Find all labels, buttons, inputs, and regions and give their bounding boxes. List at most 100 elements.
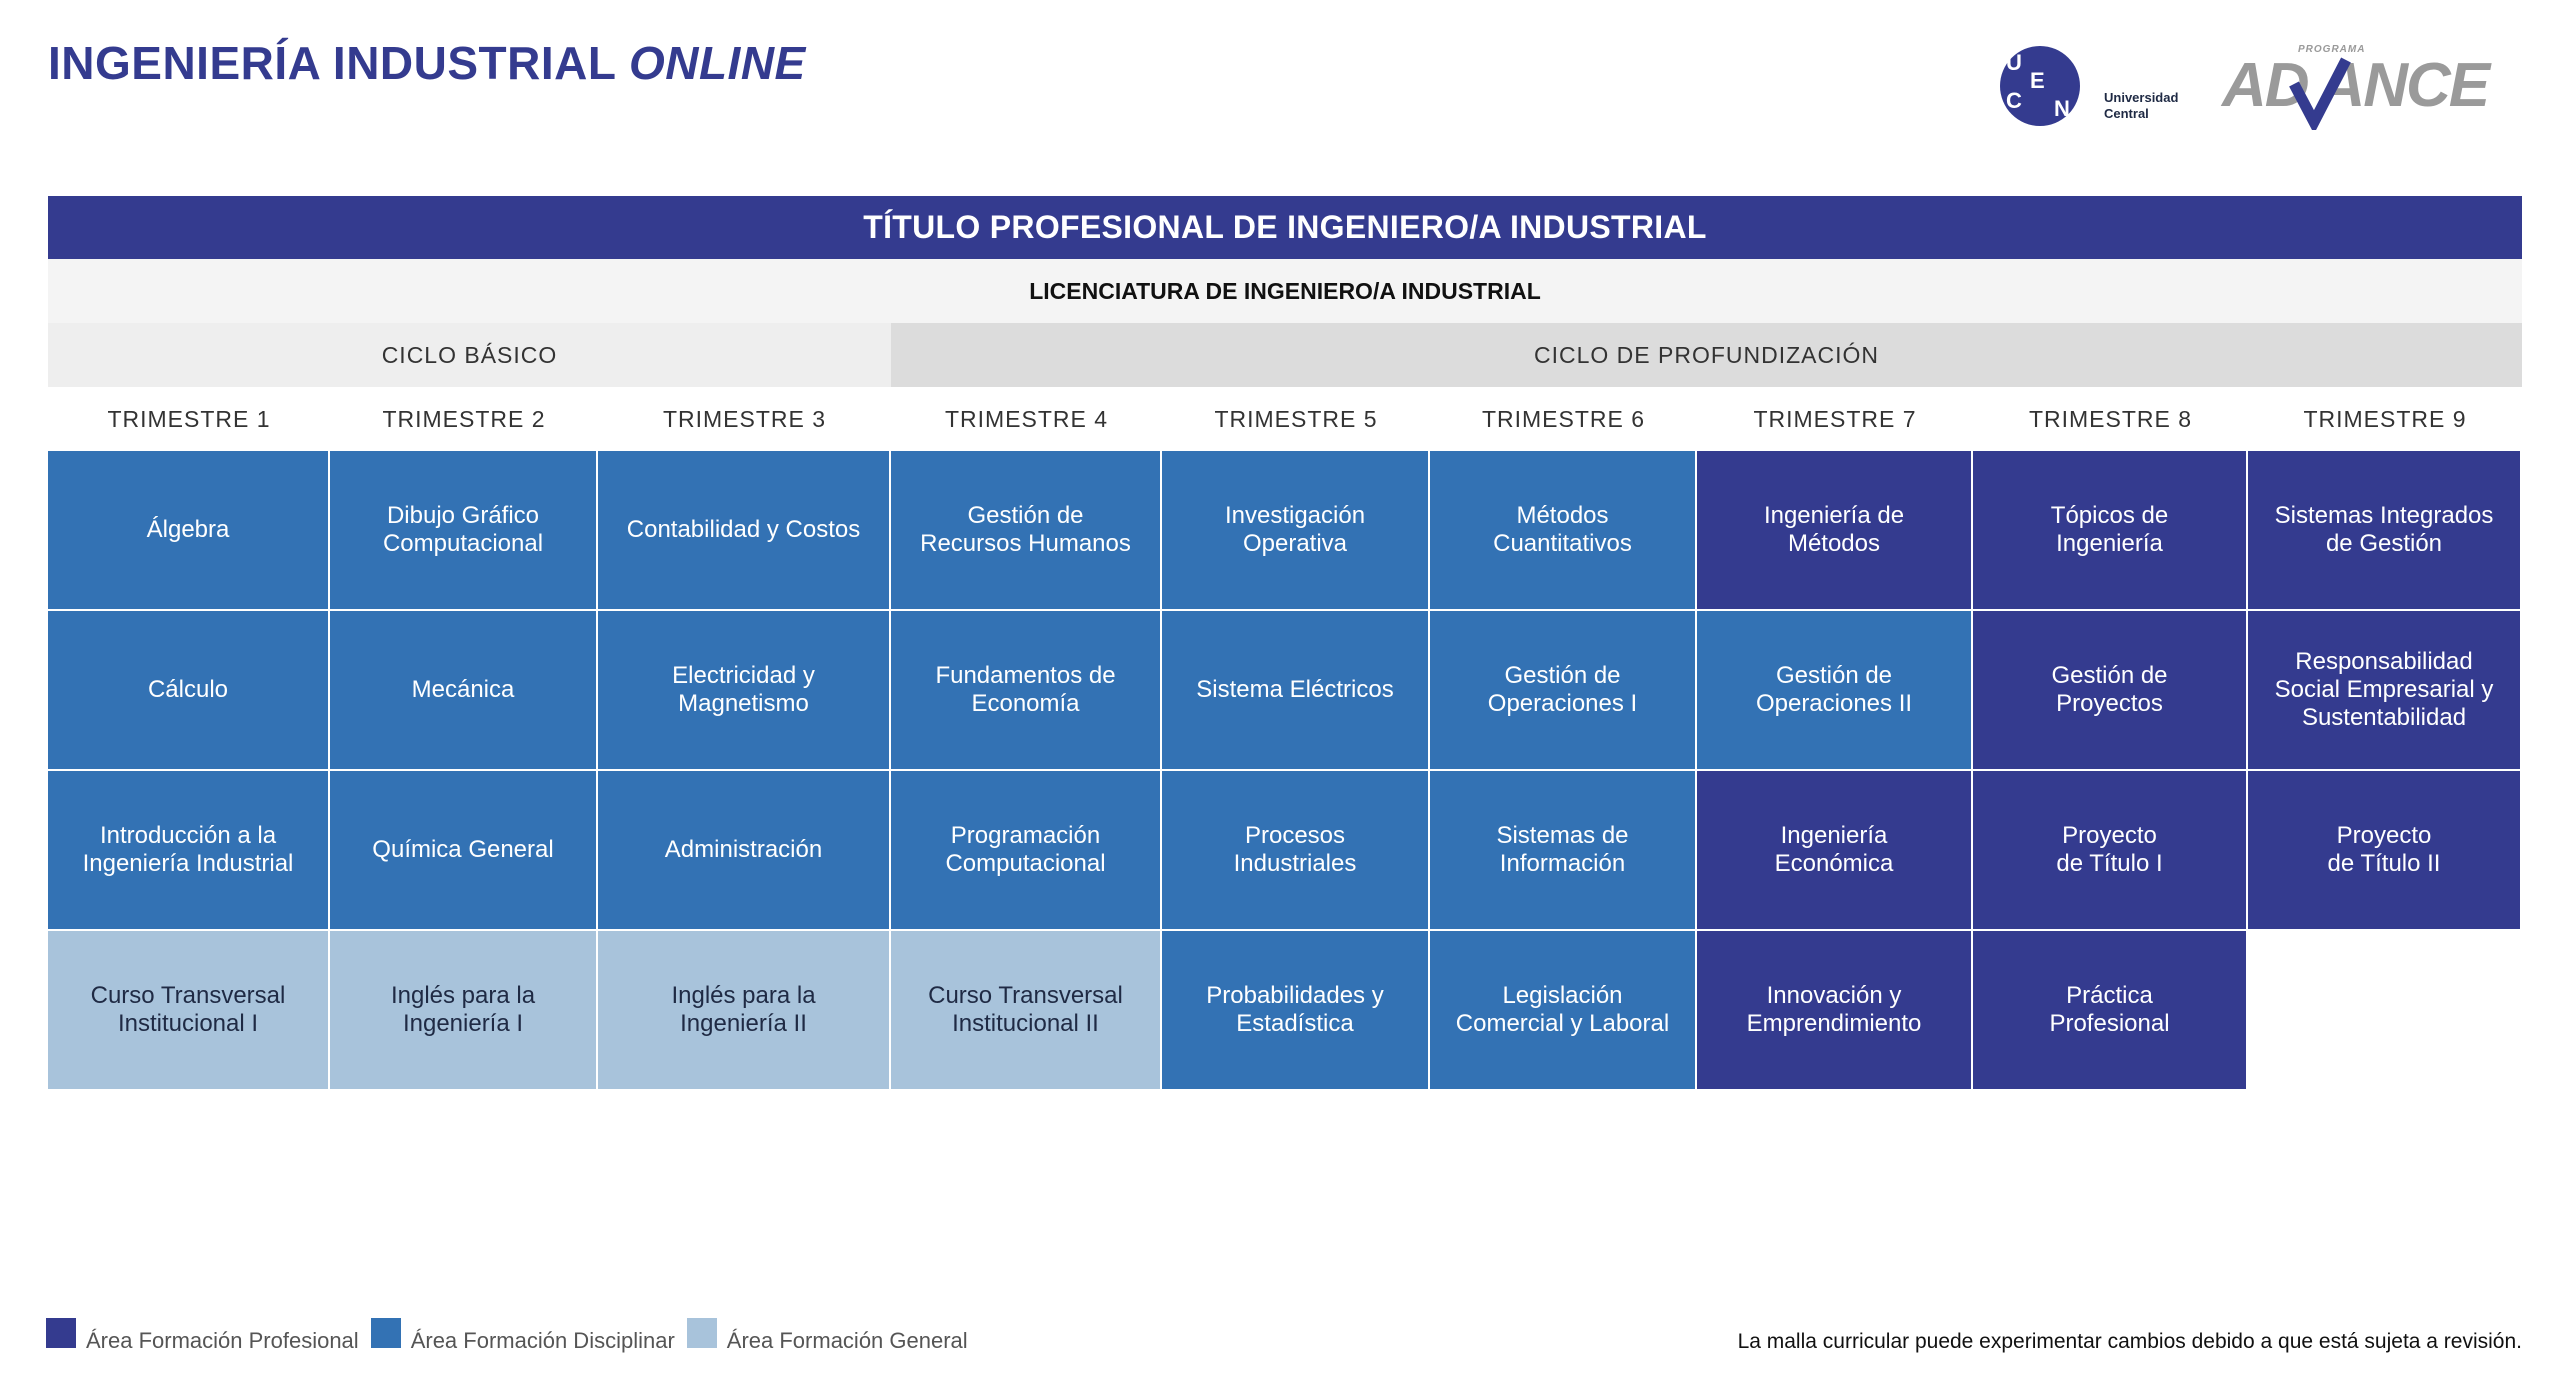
courses-area: Álgebra Cálculo Introducción a la Ingenier… xyxy=(48,451,2522,1091)
legend-swatch xyxy=(686,1318,717,1348)
course-name: Gestión de Operaciones II xyxy=(1755,662,1913,717)
ucen-logo-circle xyxy=(2000,46,2080,126)
course-cell: Álgebra xyxy=(48,451,330,611)
advance-logo: PROGRAMA AD ANCE xyxy=(2222,44,2522,130)
course-name: Innovación y Emprendimiento xyxy=(1746,982,1922,1037)
legend-item: Área Formación Disciplinar xyxy=(370,1318,675,1356)
course-cell: Gestión de Recursos Humanos xyxy=(891,451,1162,611)
course-cell: Inglés para la Ingeniería I xyxy=(330,931,598,1091)
legend-item: Área Formación General xyxy=(686,1318,968,1356)
course-cell: Probabilidades y Estadística xyxy=(1162,931,1430,1091)
course-cell: Ingeniería de Métodos xyxy=(1697,451,1973,611)
course-name: Cálculo xyxy=(147,676,229,703)
legend: Área Formación Profesional Área Formación… xyxy=(46,1318,980,1356)
course-name: Ingeniería de Métodos xyxy=(1763,502,1905,557)
legend-label: Área Formación Disciplinar xyxy=(410,1328,675,1353)
course-cell: Gestión de Operaciones I xyxy=(1430,611,1697,771)
trimester-header-6: TRIMESTRE 6 xyxy=(1481,405,1646,432)
ucen-letter-n: N xyxy=(2054,96,2070,121)
trimester-header-row: TRIMESTRE 1 TRIMESTRE 2 TRIMESTRE 3 TRIMEST… xyxy=(48,387,2522,451)
course-name: Electricidad y Magnetismo xyxy=(672,662,815,717)
course-name: Legislación Comercial y Laboral xyxy=(1455,982,1670,1037)
course-name: Ingeniería Económica xyxy=(1774,822,1894,877)
course-cell: Introducción a la Ingeniería Industrial xyxy=(48,771,330,931)
legend-swatch xyxy=(370,1318,401,1348)
course-name: Curso Transversal Institucional I xyxy=(90,982,286,1037)
course-cell: Gestión de Operaciones II xyxy=(1697,611,1973,771)
course-cell: Tópicos de Ingeniería xyxy=(1973,451,2248,611)
course-name: Química General xyxy=(372,836,554,863)
course-cell: Química General xyxy=(330,771,598,931)
ucen-letter-c: C xyxy=(2006,88,2022,113)
check-icon xyxy=(2289,57,2351,130)
course-name: Proyecto de Título II xyxy=(2327,822,2441,877)
course-cell: Sistemas Integrados de Gestión xyxy=(2248,451,2522,611)
course-cell: Responsabilidad Social Empresarial y Sus… xyxy=(2248,611,2522,771)
course-name: Programación Computacional xyxy=(945,822,1106,877)
ucen-letter-e: E xyxy=(2030,68,2045,93)
course-cell: Práctica Profesional xyxy=(1973,931,2248,1091)
legend-label: Área Formación Profesional xyxy=(86,1328,359,1353)
course-cell: Innovación y Emprendimiento xyxy=(1697,931,1973,1091)
course-cell: Inglés para la Ingeniería II xyxy=(598,931,891,1091)
cycle-deep: CICLO DE PROFUNDIZACIÓN xyxy=(891,323,2522,387)
course-cell: Legislación Comercial y Laboral xyxy=(1430,931,1697,1091)
course-name: Contabilidad y Costos xyxy=(626,516,861,543)
ucen-logo: U C E N Universidad Central xyxy=(2000,44,2190,134)
ucen-name-line1: Universidad xyxy=(2104,90,2179,105)
course-name: Introducción a la Ingeniería Industrial xyxy=(82,822,294,877)
cycles-row: CICLO BÁSICO CICLO DE PROFUNDIZACIÓN xyxy=(48,323,2522,387)
course-cell: Electricidad y Magnetismo xyxy=(598,611,891,771)
course-cell: Cálculo xyxy=(48,611,330,771)
course-name: Responsabilidad Social Empresarial y Sus… xyxy=(2274,648,2494,731)
course-name: Dibujo Gráfico Computacional xyxy=(382,502,544,557)
course-name: Fundamentos de Economía xyxy=(935,662,1116,717)
course-name: Gestión de Proyectos xyxy=(2051,662,2168,717)
page-title: INGENIERÍA INDUSTRIAL ONLINE xyxy=(48,36,806,90)
course-cell: Investigación Operativa xyxy=(1162,451,1430,611)
legend-item: Área Formación Profesional xyxy=(46,1318,359,1356)
curriculum-grid: TÍTULO PROFESIONAL DE INGENIERO/A INDUST… xyxy=(48,196,2522,1091)
course-cell: Procesos Industriales xyxy=(1162,771,1430,931)
course-cell: Contabilidad y Costos xyxy=(598,451,891,611)
course-name: Práctica Profesional xyxy=(2049,982,2170,1037)
course-name: Sistemas de Información xyxy=(1496,822,1629,877)
course-cell: Fundamentos de Economía xyxy=(891,611,1162,771)
title-online: ONLINE xyxy=(628,37,806,89)
course-name: Mecánica xyxy=(411,676,515,703)
footnote: La malla curricular puede experimentar c… xyxy=(1737,1330,2522,1353)
course-cell: Gestión de Proyectos xyxy=(1973,611,2248,771)
course-cell: Administración xyxy=(598,771,891,931)
course-name: Investigación Operativa xyxy=(1224,502,1366,557)
course-name: Inglés para la Ingeniería II xyxy=(671,982,816,1037)
course-name: Procesos Industriales xyxy=(1233,822,1357,877)
course-cell: Proyecto de Título II xyxy=(2248,771,2522,931)
trimester-header-8: TRIMESTRE 8 xyxy=(2028,405,2193,432)
trimester-header-3: TRIMESTRE 3 xyxy=(662,405,827,432)
course-cell: Sistema Eléctricos xyxy=(1162,611,1430,771)
cycle-basic: CICLO BÁSICO xyxy=(48,323,891,387)
advance-program-label: PROGRAMA xyxy=(2298,44,2366,55)
title-main: INGENIERÍA INDUSTRIAL xyxy=(48,37,629,89)
ucen-name-line2: Central xyxy=(2104,106,2149,121)
course-cell: Curso Transversal Institucional I xyxy=(48,931,330,1091)
course-name: Curso Transversal Institucional II xyxy=(928,982,1123,1037)
ucen-name: Universidad Central xyxy=(2104,90,2178,122)
trimester-header-1: TRIMESTRE 1 xyxy=(107,405,271,432)
course-cell: Métodos Cuantitativos xyxy=(1430,451,1697,611)
course-cell: Ingeniería Económica xyxy=(1697,771,1973,931)
course-name: Métodos Cuantitativos xyxy=(1493,502,1632,557)
trimester-header-9: TRIMESTRE 9 xyxy=(2303,405,2467,432)
license-row: LICENCIATURA DE INGENIERO/A INDUSTRIAL xyxy=(48,259,2522,323)
course-cell: Proyecto de Título I xyxy=(1973,771,2248,931)
legend-swatch xyxy=(46,1318,76,1348)
course-name: Sistemas Integrados de Gestión xyxy=(2274,502,2494,557)
course-cell: Curso Transversal Institucional II xyxy=(891,931,1162,1091)
course-cell: Mecánica xyxy=(330,611,598,771)
course-cell: Sistemas de Información xyxy=(1430,771,1697,931)
course-name: Administración xyxy=(664,836,823,863)
course-cell: Programación Computacional xyxy=(891,771,1162,931)
course-name: Sistema Eléctricos xyxy=(1196,676,1394,703)
course-name: Gestión de Recursos Humanos xyxy=(920,502,1131,557)
advance-wordmark: AD ANCE xyxy=(2222,51,2490,120)
